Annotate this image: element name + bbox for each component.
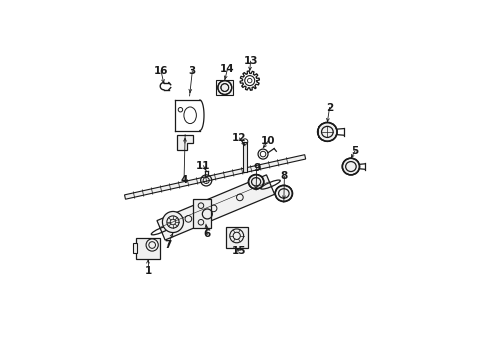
Text: 6: 6: [204, 229, 211, 239]
Text: 9: 9: [253, 163, 260, 174]
Text: 4: 4: [180, 175, 188, 185]
Ellipse shape: [275, 185, 293, 202]
Bar: [225, 227, 248, 248]
Bar: [217, 80, 233, 95]
Text: 11: 11: [196, 161, 211, 171]
Circle shape: [146, 239, 158, 251]
Polygon shape: [177, 135, 194, 150]
Text: 10: 10: [261, 136, 275, 146]
Text: 7: 7: [164, 240, 171, 250]
Bar: [133, 243, 137, 253]
Text: 14: 14: [220, 64, 235, 74]
Text: 5: 5: [351, 146, 359, 156]
Circle shape: [162, 211, 183, 233]
Polygon shape: [243, 141, 247, 172]
Ellipse shape: [248, 175, 264, 189]
Ellipse shape: [318, 122, 337, 141]
Polygon shape: [124, 155, 306, 199]
Ellipse shape: [343, 158, 360, 175]
Polygon shape: [157, 175, 274, 240]
Text: 3: 3: [189, 66, 196, 76]
Text: 13: 13: [244, 56, 258, 66]
Text: 12: 12: [232, 133, 247, 143]
Text: 8: 8: [281, 171, 288, 181]
Text: 2: 2: [326, 103, 333, 113]
Circle shape: [230, 229, 244, 243]
Text: 15: 15: [231, 246, 246, 256]
Text: 1: 1: [145, 266, 151, 276]
Bar: [136, 238, 160, 259]
Polygon shape: [194, 199, 212, 228]
Text: 16: 16: [154, 66, 168, 76]
